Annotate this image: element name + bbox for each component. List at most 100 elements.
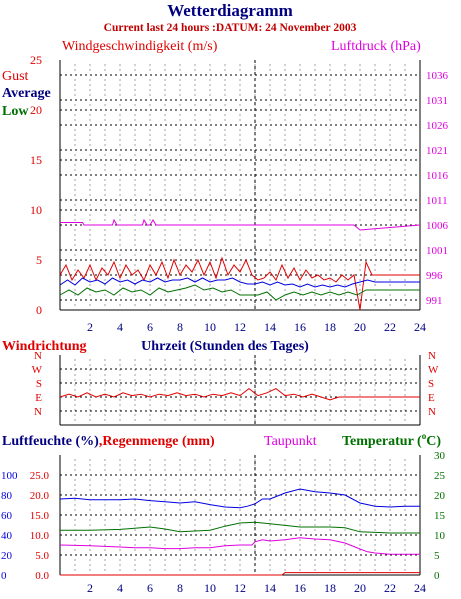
grid-dot bbox=[119, 519, 121, 521]
grid-dot bbox=[224, 369, 226, 371]
grid-dot bbox=[269, 234, 271, 236]
grid-dot bbox=[314, 239, 316, 241]
grid-dot bbox=[269, 509, 271, 511]
grid-dot bbox=[164, 219, 166, 221]
grid-dot bbox=[269, 544, 271, 546]
grid-dot bbox=[374, 374, 376, 376]
grid-dot bbox=[89, 564, 91, 566]
grid-dot bbox=[179, 459, 181, 461]
grid-dot bbox=[194, 69, 196, 71]
grid-dot bbox=[209, 499, 211, 501]
grid-dot bbox=[194, 189, 196, 191]
grid-dot bbox=[344, 479, 346, 481]
winddir-label-left: N bbox=[34, 406, 42, 418]
grid-dot bbox=[149, 289, 151, 291]
grid-dot bbox=[254, 154, 256, 156]
grid-dot bbox=[89, 204, 91, 206]
grid-dot bbox=[284, 114, 286, 116]
grid-dot bbox=[239, 524, 241, 526]
grid-dot bbox=[179, 184, 181, 186]
grid-dot bbox=[89, 244, 91, 246]
grid-dot bbox=[269, 244, 271, 246]
grid-dot bbox=[374, 399, 376, 401]
grid-dot bbox=[194, 129, 196, 131]
grid-dot bbox=[314, 179, 316, 181]
grid-dot bbox=[224, 294, 226, 296]
grid-dot bbox=[209, 359, 211, 361]
grid-dot bbox=[119, 374, 121, 376]
grid-dot bbox=[224, 529, 226, 531]
grid-dot bbox=[164, 289, 166, 291]
grid-dot bbox=[224, 374, 226, 376]
grid-dot bbox=[329, 404, 331, 406]
grid-dot bbox=[149, 134, 151, 136]
grid-dot bbox=[359, 304, 361, 306]
grid-dot bbox=[179, 389, 181, 391]
grid-dot bbox=[164, 529, 166, 531]
grid-dot bbox=[194, 379, 196, 381]
grid-dot bbox=[269, 379, 271, 381]
grid-dot bbox=[104, 519, 106, 521]
grid-dot bbox=[149, 489, 151, 491]
grid-dot bbox=[209, 169, 211, 171]
grid-dot bbox=[209, 384, 211, 386]
grid-dot bbox=[239, 549, 241, 551]
grid-dot bbox=[299, 544, 301, 546]
grid-dot bbox=[389, 394, 391, 396]
grid-dot bbox=[179, 194, 181, 196]
grid-dot bbox=[404, 379, 406, 381]
grid-dot bbox=[209, 204, 211, 206]
grid-dot bbox=[239, 79, 241, 81]
grid-dot bbox=[329, 529, 331, 531]
y-tick-label: 20 bbox=[30, 103, 42, 117]
grid-dot bbox=[149, 79, 151, 81]
grid-dot bbox=[314, 524, 316, 526]
grid-dot bbox=[134, 304, 136, 306]
grid-dot bbox=[284, 69, 286, 71]
grid-dot bbox=[284, 544, 286, 546]
grid-dot bbox=[329, 244, 331, 246]
grid-dot bbox=[194, 254, 196, 256]
grid-dot bbox=[239, 539, 241, 541]
x-tick-label: 4 bbox=[117, 581, 123, 595]
grid-dot bbox=[209, 484, 211, 486]
grid-dot bbox=[134, 524, 136, 526]
grid-dot bbox=[119, 294, 121, 296]
grid-dot bbox=[374, 119, 376, 121]
grid-dot bbox=[389, 89, 391, 91]
grid-dot bbox=[284, 134, 286, 136]
grid-dot bbox=[104, 279, 106, 281]
grid-dot bbox=[359, 184, 361, 186]
grid-dot bbox=[374, 504, 376, 506]
grid-dot bbox=[209, 279, 211, 281]
grid-dot bbox=[389, 284, 391, 286]
grid-dot bbox=[284, 184, 286, 186]
grid-dot bbox=[269, 374, 271, 376]
grid-dot bbox=[134, 89, 136, 91]
grid-dot bbox=[404, 144, 406, 146]
grid-dot bbox=[404, 194, 406, 196]
grid-dot bbox=[89, 229, 91, 231]
grid-dot bbox=[344, 529, 346, 531]
grid-dot bbox=[284, 479, 286, 481]
grid-dot bbox=[224, 509, 226, 511]
grid-dot bbox=[134, 509, 136, 511]
grid-dot bbox=[74, 194, 76, 196]
grid-dot bbox=[209, 364, 211, 366]
grid-dot bbox=[284, 269, 286, 271]
grid-dot bbox=[314, 389, 316, 391]
grid-dot bbox=[269, 409, 271, 411]
x-tick-label: 20 bbox=[354, 320, 366, 334]
grid-dot bbox=[134, 79, 136, 81]
grid-dot bbox=[179, 399, 181, 401]
grid-dot bbox=[374, 404, 376, 406]
grid-dot bbox=[269, 524, 271, 526]
grid-dot bbox=[284, 229, 286, 231]
grid-dot bbox=[299, 304, 301, 306]
grid-dot bbox=[374, 189, 376, 191]
grid-dot bbox=[389, 64, 391, 66]
humidity-tick-label: 100 bbox=[1, 470, 18, 482]
grid-dot bbox=[269, 414, 271, 416]
grid-dot bbox=[299, 269, 301, 271]
degree-symbol: o bbox=[422, 431, 427, 441]
